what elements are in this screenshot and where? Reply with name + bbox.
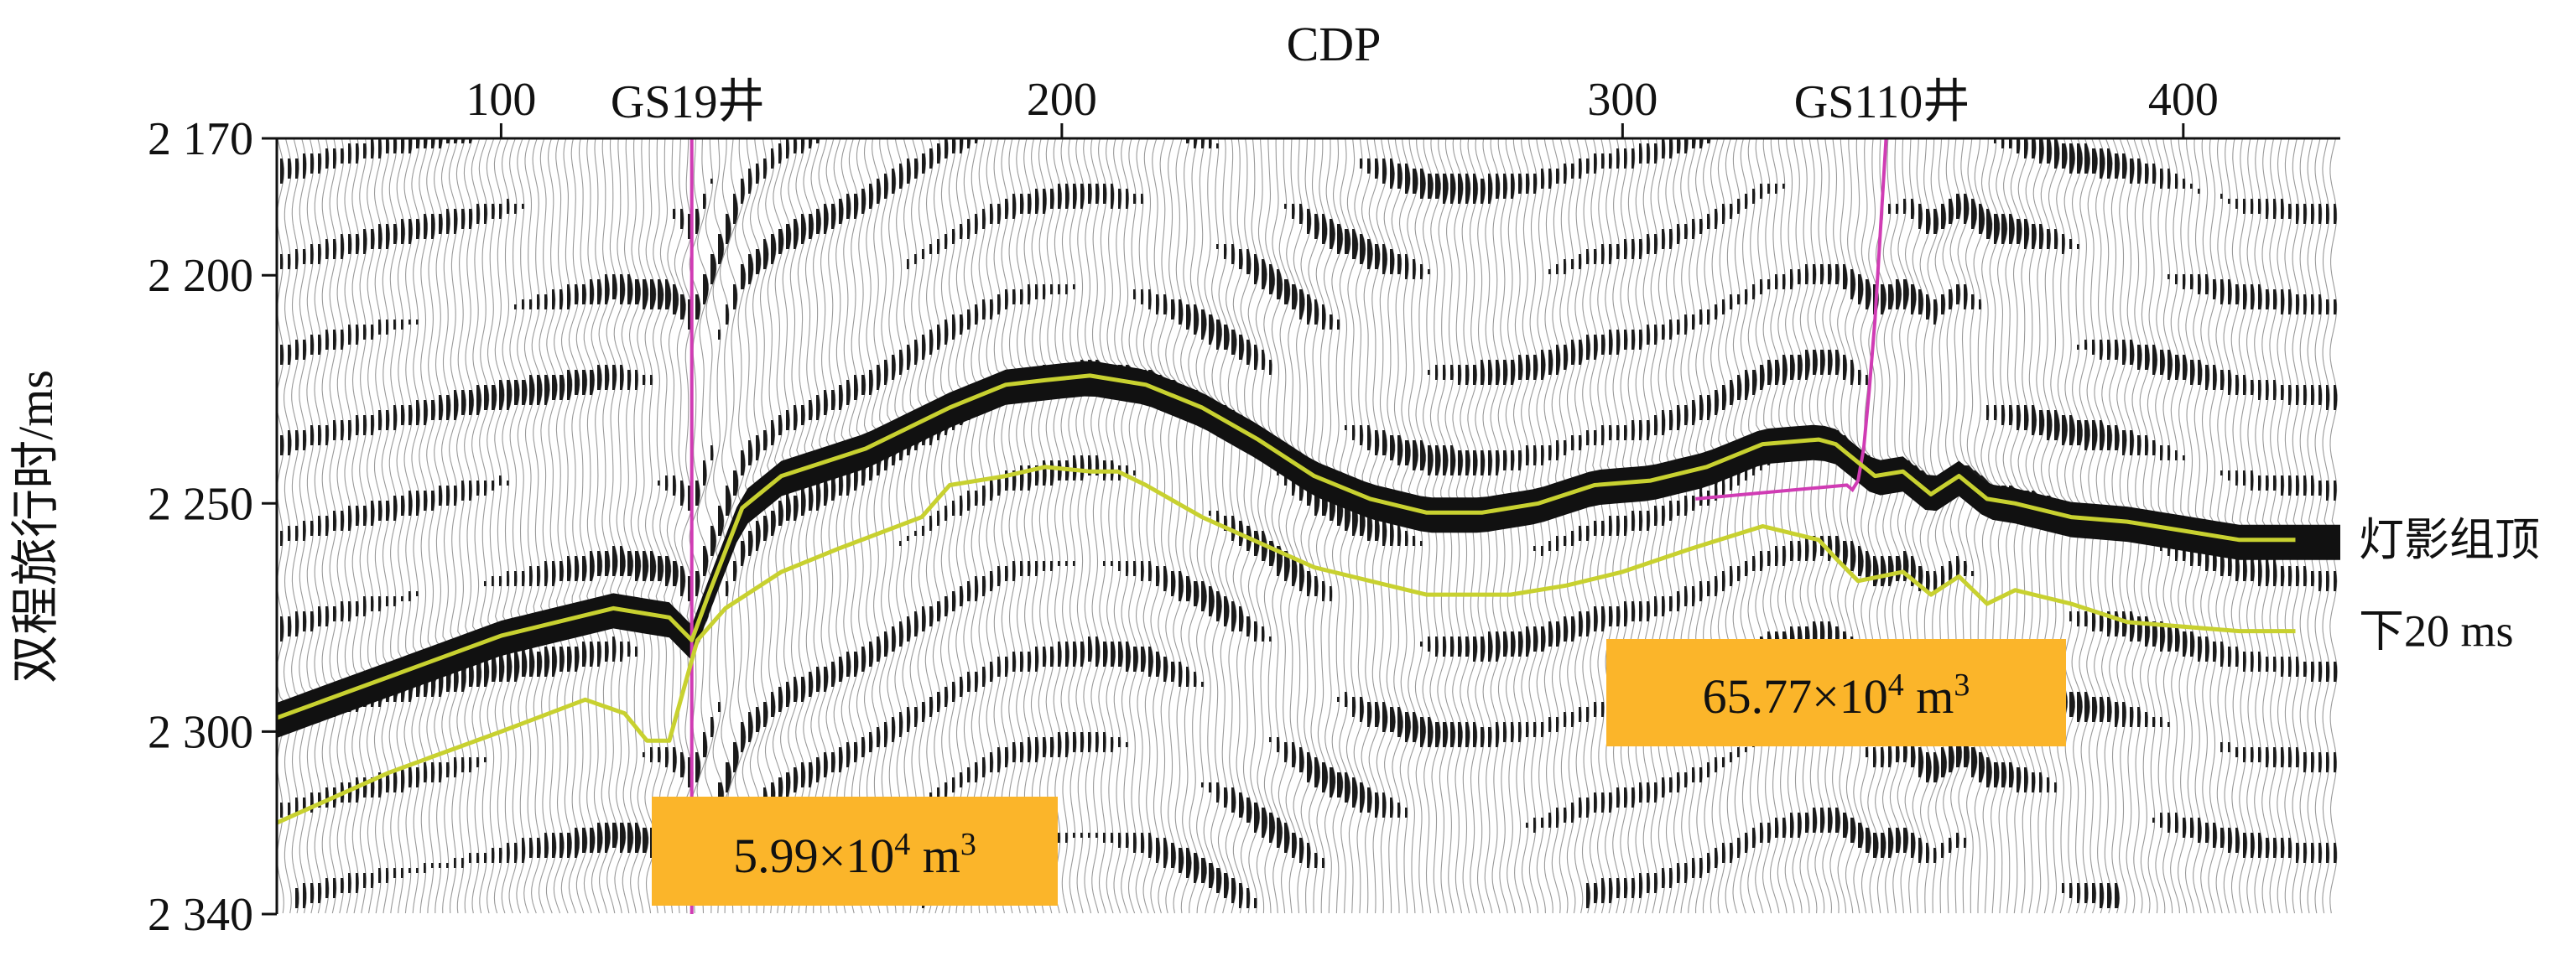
annotation-text-2: 65.77×104 m3 <box>1703 668 1970 724</box>
series-label-2: 下20 ms <box>2359 606 2514 657</box>
horizon-lines <box>275 373 2296 825</box>
seismic-wiggle-traces <box>275 138 2340 914</box>
x-tick-label-100: 100 <box>466 74 536 126</box>
x-tick-label-400: 400 <box>2148 74 2219 126</box>
annotation-box-2-bg <box>1606 639 2066 746</box>
series-line-1 <box>276 373 2296 720</box>
wiggle-trace-peaks <box>280 138 2339 908</box>
y-tick-label-2200: 2 200 <box>148 250 253 302</box>
annotation-text-1: 5.99×104 m3 <box>733 827 976 883</box>
well-label-1: GS19井 <box>611 76 765 128</box>
x-axis-title: CDP <box>1287 17 1382 71</box>
y-tick-label-2250: 2 250 <box>148 478 253 530</box>
series-label-1: 灯影组顶 <box>2359 515 2540 565</box>
annotation-box-1-bg <box>652 797 1058 906</box>
annotation-box-2: 65.77×104 m3 <box>1606 639 2066 746</box>
x-tick-label-200: 200 <box>1027 74 1097 126</box>
well-label-2: GS110井 <box>1794 76 1970 128</box>
reflector-band <box>277 361 2340 738</box>
axes: 100 200 300 400 2 170 2 200 2 250 2 300 2 340 <box>148 74 2340 941</box>
series-line-2 <box>275 465 2296 825</box>
y-tick-label-2340: 2 340 <box>148 889 253 941</box>
y-tick-label-2300: 2 300 <box>148 706 253 758</box>
annotation-box-1: 5.99×104 m3 <box>652 797 1058 906</box>
y-tick-label-2170: 2 170 <box>148 113 253 165</box>
x-tick-label-300: 300 <box>1587 74 1657 126</box>
y-axis-title: 双程旅行时/ms <box>8 370 63 683</box>
